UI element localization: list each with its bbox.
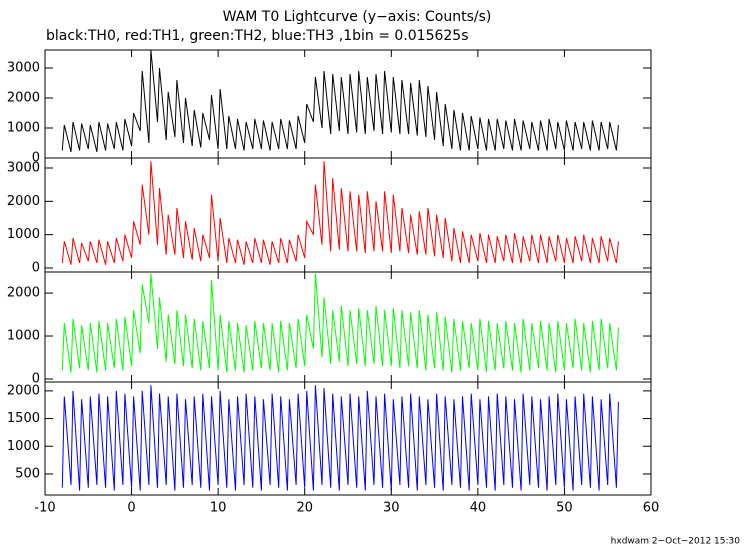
y-tick-label: 0 [32, 371, 40, 386]
chart-title: WAM T0 Lightcurve (y−axis: Counts/s) [223, 9, 492, 25]
lightcurve [61, 161, 619, 265]
y-tick-label: 1500 [7, 411, 40, 426]
y-tick-label: 1000 [7, 227, 40, 242]
x-tick-label: -10 [34, 501, 55, 516]
panel-frame [44, 49, 652, 159]
panel-frame [44, 157, 652, 273]
y-tick-label: 2000 [7, 91, 40, 106]
lightcurve [61, 273, 619, 373]
footer: hxdwam 2−Oct−2012 15:30 [611, 537, 741, 547]
y-tick-label: 500 [15, 466, 40, 481]
x-tick-label: 60 [643, 501, 660, 516]
y-tick-label: 3000 [7, 61, 40, 76]
y-tick-label: 3000 [7, 161, 40, 176]
x-tick-label: 10 [210, 501, 227, 516]
y-tick-label: 1000 [7, 329, 40, 344]
lightcurve [61, 49, 619, 153]
chart-subtitle: black:TH0, red:TH1, green:TH2, blue:TH3 … [46, 28, 469, 44]
x-tick-label: 50 [556, 501, 573, 516]
y-tick-label: 2000 [7, 194, 40, 209]
y-tick-label: 1000 [7, 121, 40, 136]
y-tick-label: 1000 [7, 439, 40, 454]
y-tick-label: 2000 [7, 286, 40, 301]
y-tick-label: 0 [32, 151, 40, 166]
x-tick-label: 40 [470, 501, 487, 516]
panel-frame [44, 381, 652, 496]
y-tick-label: 0 [32, 261, 40, 276]
x-tick-label: 20 [296, 501, 313, 516]
lightcurve [61, 385, 619, 491]
y-tick-label: 2000 [7, 383, 40, 398]
x-tick-label: 30 [383, 501, 400, 516]
x-tick-label: 0 [127, 501, 135, 516]
